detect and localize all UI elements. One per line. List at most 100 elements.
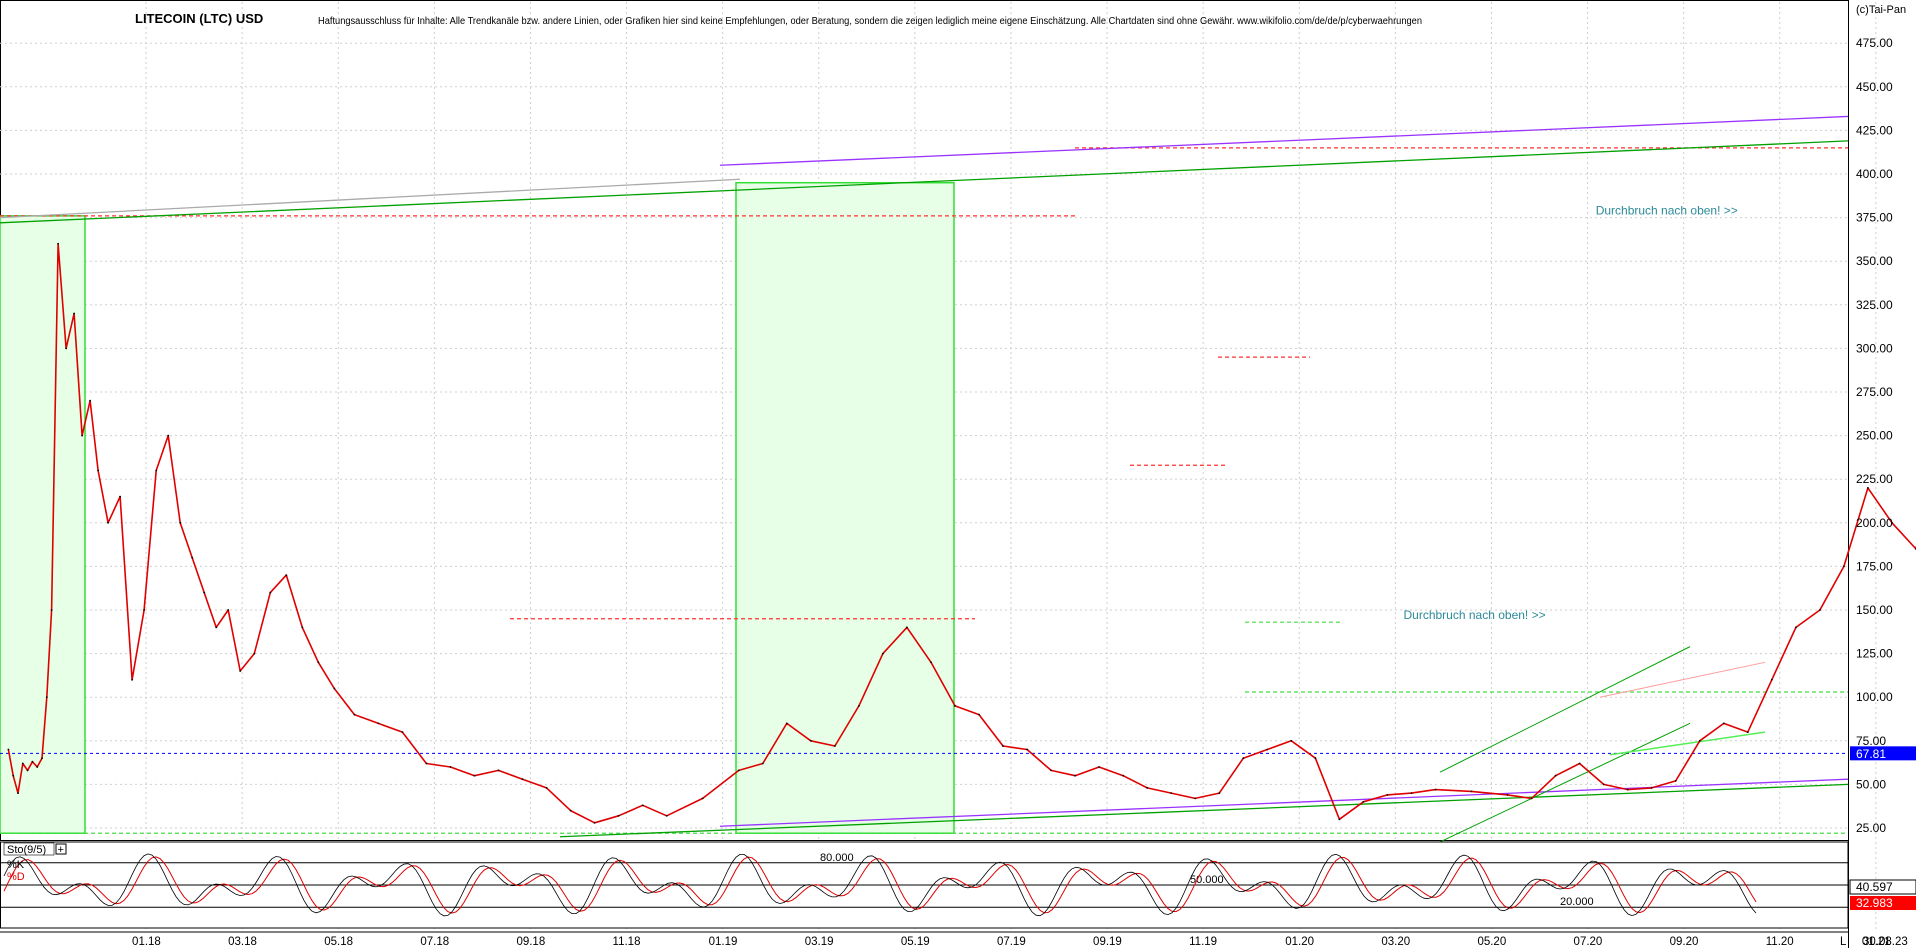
price-point xyxy=(215,626,218,629)
price-point xyxy=(617,814,620,817)
x-tick-label: 11.18 xyxy=(613,936,641,948)
highlight-zones xyxy=(0,181,955,834)
y-tick-label: 225.00 xyxy=(1856,472,1893,486)
y-tick-label: 375.00 xyxy=(1856,211,1893,225)
y-axis: 475.00 450.00 425.00 400.00 375.00 350.00 325.… xyxy=(1850,36,1916,835)
price-point xyxy=(1290,739,1293,742)
price-point xyxy=(1674,780,1677,782)
price-point xyxy=(89,399,91,402)
price-point xyxy=(1722,722,1725,725)
x-tick-label: 09.18 xyxy=(516,936,545,948)
y-tick-label: 475.00 xyxy=(1856,36,1893,50)
trend-lines xyxy=(0,115,1849,843)
annotation-breakout-1: Durchbruch nach oben! >> xyxy=(1404,608,1546,622)
last-date-label: 30.08.23 xyxy=(1863,936,1908,948)
price-series xyxy=(7,242,1916,824)
price-point xyxy=(227,609,230,611)
annotation-breakout-2: Durchbruch nach oben! >> xyxy=(1596,204,1738,218)
price-point xyxy=(17,792,19,794)
price-point xyxy=(36,766,39,768)
current-price-tag xyxy=(1850,746,1916,761)
y-tick-label: 50.00 xyxy=(1856,777,1886,791)
price-point xyxy=(1074,774,1076,777)
price-point xyxy=(1626,788,1629,791)
price-point xyxy=(203,591,206,594)
price-point xyxy=(1602,783,1605,786)
price-point xyxy=(425,762,428,765)
price-point xyxy=(1867,487,1869,489)
zone-2017-breakout xyxy=(0,215,86,834)
price-point xyxy=(179,521,182,524)
y-tick-label: 200.00 xyxy=(1856,516,1893,530)
price-point xyxy=(1002,745,1004,747)
y-tick-label: 150.00 xyxy=(1856,603,1893,617)
price-point xyxy=(26,769,29,772)
price-point xyxy=(1386,794,1389,796)
price-point xyxy=(301,626,304,629)
y-tick-label: 250.00 xyxy=(1856,429,1893,443)
stoch-level-label: 20.000 xyxy=(1560,896,1594,908)
y-tick-label: 350.00 xyxy=(1856,254,1893,268)
price-point xyxy=(737,769,740,772)
x-tick-label: 05.20 xyxy=(1477,936,1506,948)
stoch-d-badge xyxy=(1850,896,1916,910)
price-point xyxy=(57,242,59,245)
price-point xyxy=(50,609,53,611)
price-point xyxy=(569,809,572,812)
trend-upper-green xyxy=(0,140,1849,224)
price-point xyxy=(239,670,242,672)
price-point xyxy=(1146,787,1149,789)
stoch-d-line xyxy=(3,856,1757,914)
price-point xyxy=(1362,800,1365,803)
price-point xyxy=(473,774,476,777)
price-point xyxy=(81,434,83,437)
y-tick-label: 100.00 xyxy=(1856,690,1893,704)
price-point xyxy=(521,778,524,781)
price-point xyxy=(545,787,548,789)
price-point xyxy=(1891,521,1893,524)
stoch-label-box xyxy=(3,842,55,856)
price-point xyxy=(1434,788,1437,791)
price-point xyxy=(1122,774,1125,777)
price-point xyxy=(701,797,704,800)
price-point xyxy=(7,748,10,751)
x-tick-label: 01.21 xyxy=(1862,936,1891,948)
end-label: L xyxy=(1840,936,1847,948)
y-tick-label: 25.00 xyxy=(1856,821,1886,835)
price-point xyxy=(1338,818,1341,821)
y-tick-label: 425.00 xyxy=(1856,123,1893,137)
zone-2020-accumulation xyxy=(735,181,955,834)
price-point xyxy=(31,760,34,763)
annotations: Durchbruch nach oben! >> Durchbruch nach … xyxy=(1404,204,1738,623)
stoch-d-value: 32.983 xyxy=(1856,896,1893,910)
price-point xyxy=(1530,797,1533,800)
price-point xyxy=(593,821,596,824)
stoch-label: Sto(9/5) xyxy=(7,844,46,856)
price-point xyxy=(497,769,500,772)
price-point xyxy=(834,745,836,747)
stoch-k-value: 40.597 xyxy=(1856,880,1893,894)
price-point xyxy=(809,739,812,742)
stoch-k-line xyxy=(3,853,1757,917)
price-point xyxy=(665,814,668,817)
stoch-level-label: 80.000 xyxy=(820,852,854,864)
price-point xyxy=(858,705,860,707)
stoch-add-button[interactable] xyxy=(55,843,67,855)
price-point xyxy=(1470,790,1473,793)
trend-channel-lower xyxy=(1439,722,1691,843)
price-point xyxy=(761,762,764,765)
price-point xyxy=(41,757,43,760)
price-point xyxy=(1050,769,1052,772)
x-tick-label: 07.19 xyxy=(997,936,1026,948)
price-point xyxy=(167,434,170,437)
price-point xyxy=(1506,794,1509,796)
price-point xyxy=(131,678,134,681)
x-tick-label: 03.19 xyxy=(805,936,834,948)
x-tick-label: 11.20 xyxy=(1766,936,1794,948)
price-point xyxy=(785,722,788,725)
x-tick-label: 01.20 xyxy=(1285,936,1314,948)
price-point xyxy=(65,347,67,350)
price-point xyxy=(882,652,884,655)
y-tick-label: 325.00 xyxy=(1856,298,1893,312)
